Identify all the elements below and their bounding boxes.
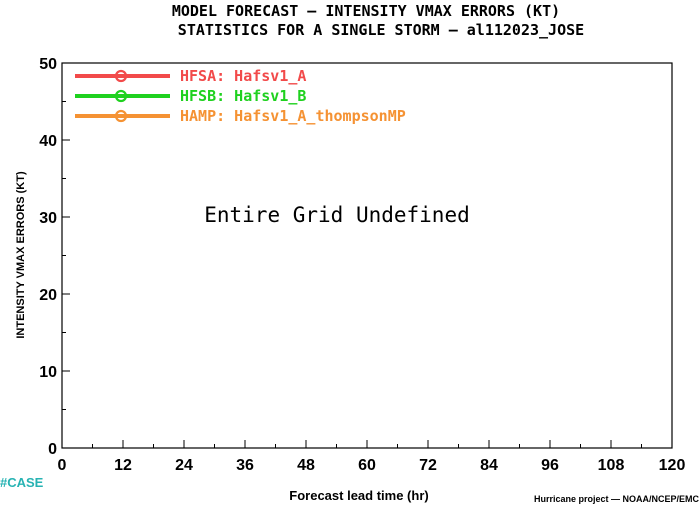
chart-title: MODEL FORECAST — INTENSITY VMAX ERRORS (… <box>172 2 560 20</box>
y-tick-label: 0 <box>48 441 57 458</box>
legend-item: HAMP: Hafsv1_A_thompsonMP <box>75 107 406 125</box>
x-tick-label: 12 <box>114 457 132 474</box>
undefined-grid-message: Entire Grid Undefined <box>204 203 470 227</box>
y-axis: 0 10 20 30 40 50 <box>39 56 70 458</box>
x-tick-label: 60 <box>358 457 376 474</box>
x-tick-label: 120 <box>659 457 686 474</box>
legend-item: HFSA: Hafsv1_A <box>75 67 306 85</box>
x-axis: 0 12 24 36 48 60 72 84 96 108 120 <box>58 440 686 474</box>
x-tick-label: 96 <box>541 457 559 474</box>
legend-label: HAMP: Hafsv1_A_thompsonMP <box>180 107 406 125</box>
x-tick-label: 108 <box>598 457 625 474</box>
legend-item: HFSB: Hafsv1_B <box>75 87 306 105</box>
x-tick-label: 0 <box>58 457 67 474</box>
credit-text: Hurricane project — NOAA/NCEP/EMC <box>534 494 700 504</box>
y-tick-label: 20 <box>39 287 57 304</box>
x-tick-label: 48 <box>297 457 315 474</box>
x-tick-label: 24 <box>175 457 193 474</box>
x-tick-label: 36 <box>236 457 254 474</box>
legend-marker <box>114 109 128 123</box>
x-axis-label: Forecast lead time (hr) <box>289 488 428 503</box>
y-tick-label: 10 <box>39 364 57 381</box>
legend-label: HFSB: Hafsv1_B <box>180 87 306 105</box>
case-label: #CASE <box>0 475 44 490</box>
chart-subtitle: STATISTICS FOR A SINGLE STORM — al112023… <box>178 21 584 39</box>
legend-label: HFSA: Hafsv1_A <box>180 67 306 85</box>
y-tick-label: 30 <box>39 210 57 227</box>
y-tick-label: 40 <box>39 133 57 150</box>
legend-marker <box>114 69 128 83</box>
x-tick-label: 72 <box>419 457 437 474</box>
y-axis-label: INTENSITY VMAX ERRORS (KT) <box>15 171 27 339</box>
legend: HFSA: Hafsv1_A HFSB: Hafsv1_B HAMP: Hafsv1… <box>75 67 406 125</box>
y-tick-label: 50 <box>39 56 57 73</box>
legend-marker <box>114 89 128 103</box>
x-tick-label: 84 <box>480 457 498 474</box>
